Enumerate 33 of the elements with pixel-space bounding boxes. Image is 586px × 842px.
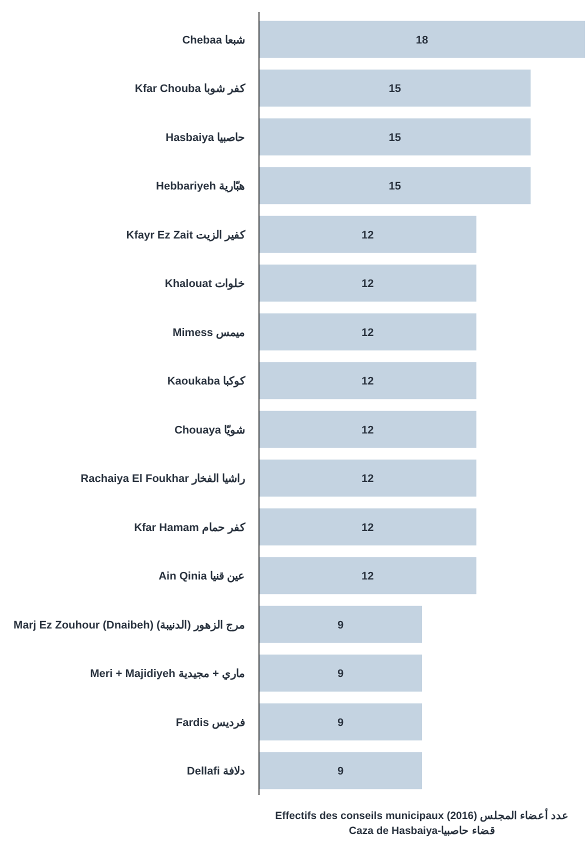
y-tick-label: Ain Qinia عين قنيا	[158, 570, 245, 583]
data-label: 18	[416, 34, 428, 46]
y-tick-label: Hasbaiya حاصبيا	[166, 132, 245, 144]
data-label: 15	[388, 83, 401, 96]
y-tick-label: Khalouat خلوات	[164, 278, 245, 290]
y-tick-label: Rachaiya El Foukhar راشيا الفخار	[80, 473, 245, 486]
data-label: 15	[388, 180, 401, 193]
x-axis-title: Effectifs des conseils municipaux (2016) عدد أعضاء المجلس Caza de Hasbaiya-قضاء حاصبيا	[275, 808, 569, 837]
y-tick-label: Hebbariyeh هبّارية	[156, 180, 245, 193]
data-label: 9	[337, 766, 344, 778]
data-label: 12	[362, 278, 374, 290]
y-tick-label: Kaoukaba كوكبا	[167, 376, 246, 388]
data-label: 12	[362, 376, 374, 388]
data-label: 12	[362, 229, 374, 242]
data-label: 9	[337, 619, 344, 632]
data-label: 12	[362, 522, 374, 534]
y-tick-label: Chebaa شبعا	[182, 34, 245, 46]
data-label: 9	[337, 716, 344, 729]
y-tick-label: Marj Ez Zouhour (Dnaibeh) مرج الزهور (الدنيبة)	[14, 619, 245, 632]
data-label: 15	[388, 132, 401, 144]
y-tick-label: Fardis فرديس	[176, 716, 245, 729]
data-label: 12	[362, 326, 374, 339]
y-tick-label: Kfar Chouba كفر شوبا	[134, 83, 246, 96]
data-label: 9	[337, 668, 344, 680]
y-tick-label: Kfayr Ez Zait كفير الزيت	[126, 229, 246, 242]
y-tick-label: Mimess ميمس	[172, 326, 245, 339]
data-label: 12	[362, 424, 374, 436]
y-tick-label: Meri + Majidiyeh ماري + مجيدية	[90, 668, 245, 682]
data-label: 12	[362, 570, 374, 583]
y-tick-label: Kfar Hamam كفر حمام	[134, 522, 246, 534]
y-tick-label: Chouaya شويّا	[174, 424, 245, 436]
y-tick-label: Dellafi دلافة	[186, 766, 245, 778]
data-label: 12	[362, 473, 374, 486]
